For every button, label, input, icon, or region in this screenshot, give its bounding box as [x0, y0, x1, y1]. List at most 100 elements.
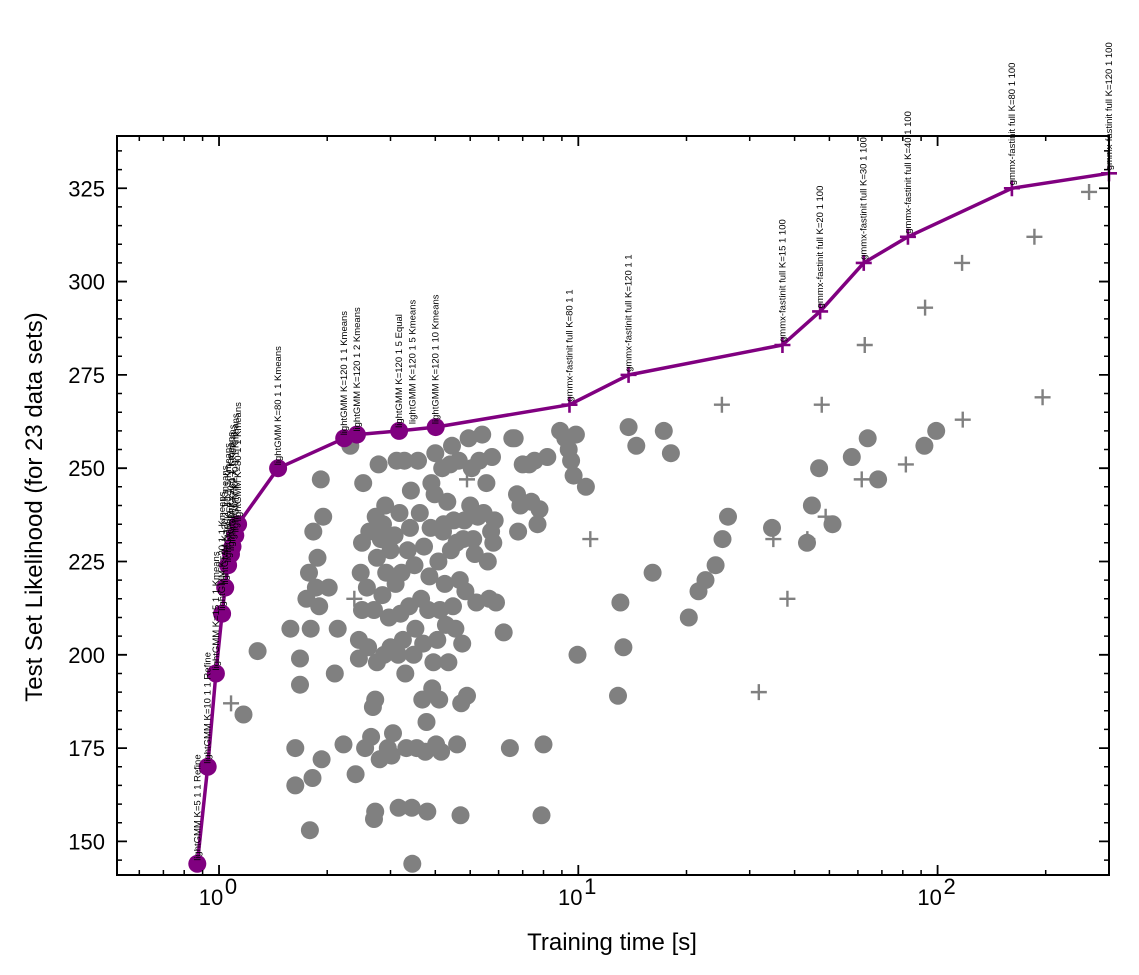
scatter-plus-point	[223, 695, 240, 712]
scatter-point	[611, 593, 630, 612]
scatter-point	[420, 567, 439, 586]
scatter-point	[308, 548, 327, 567]
point-annotation: lightGMM K=120 1 5 Equal	[394, 314, 405, 428]
scatter-point	[927, 421, 946, 440]
x-tick-exponent: 2	[943, 874, 955, 899]
point-annotation: lightGMM K=120 1 10 Kmeans	[431, 294, 442, 424]
scatter-point	[312, 750, 331, 769]
y-tick-label: 250	[68, 456, 105, 481]
scatter-point	[357, 578, 376, 597]
frontier-point	[269, 459, 288, 478]
scatter-point	[414, 634, 433, 653]
point-annotation: gmmx-fastinit full K=30 1 100	[859, 137, 870, 260]
y-tick-label: 200	[68, 643, 105, 668]
scatter-plus-point	[813, 396, 830, 413]
frontier-plus-point	[899, 228, 916, 245]
scatter-point	[248, 642, 267, 661]
scatter-point	[234, 705, 253, 724]
x-minor-ticks	[138, 136, 1110, 875]
scatter-point	[390, 504, 409, 522]
scatter-point	[483, 448, 501, 466]
y-tick-label: 150	[68, 829, 105, 854]
scatter-point	[568, 645, 587, 664]
scatter-point	[478, 552, 497, 571]
frontier-point	[347, 425, 366, 444]
scatter-point	[384, 724, 402, 743]
scatter-plus-point	[713, 396, 730, 413]
scatter-point	[319, 578, 338, 597]
scatter-point	[401, 518, 419, 537]
scatter-plus-point	[582, 531, 599, 548]
scatter-point	[376, 496, 395, 515]
point-annotation: lightGMM K=120 1 1 Kmeans	[339, 311, 350, 436]
scatter-plus-point	[1034, 389, 1051, 406]
scatter-point	[346, 765, 365, 784]
scatter-point	[415, 537, 433, 556]
point-annotation: gmmx-fastinit full K=40 1 100	[903, 111, 914, 234]
scatter-plus-point	[853, 471, 870, 488]
x-tick-exponent: 0	[225, 874, 237, 899]
y-tick-label: 175	[68, 736, 105, 761]
frontier-point	[426, 418, 445, 437]
point-annotation: lightGMM K=60 1 1 Kmeans	[228, 424, 239, 543]
scatter-point	[451, 806, 470, 825]
scatter-point	[869, 470, 888, 489]
scatter-point	[477, 474, 496, 493]
scatter-point	[443, 436, 461, 455]
x-axis-label: Training time [s]	[527, 929, 697, 956]
scatter-point	[392, 563, 411, 582]
y-axis-label: Test Set Likelihood (for 23 data sets)	[21, 312, 48, 702]
scatter-point	[385, 526, 404, 545]
scatter-point	[381, 541, 400, 560]
point-annotation: lightGMM K=120 1 2 Kmeans	[352, 307, 363, 432]
scatter-point	[374, 515, 392, 534]
frontier-plus-point	[774, 337, 791, 354]
scatter-point	[696, 571, 715, 590]
scatter-plus-point	[917, 299, 934, 316]
scatter-point	[398, 541, 417, 560]
scatter-point	[810, 459, 829, 478]
point-annotation: lightGMM K=70 1 1 Kmeans	[230, 413, 241, 532]
scatter-point	[389, 645, 408, 664]
scatter-point	[304, 522, 323, 541]
scatter-plus-point	[954, 254, 971, 271]
scatter-point	[382, 746, 401, 765]
scatter-point	[823, 515, 842, 534]
scatter-point	[614, 638, 633, 657]
scatter-point	[485, 511, 504, 530]
scatter-point	[334, 735, 353, 754]
scatter-point	[418, 802, 437, 821]
scatter-point	[619, 418, 638, 437]
scatter-point	[366, 802, 385, 821]
scatter-point	[362, 727, 381, 746]
scatter-point	[281, 619, 300, 638]
scatter-point	[802, 496, 821, 515]
x-tick-exponent: 1	[584, 874, 596, 899]
scatter-point	[456, 582, 475, 601]
scatter-point	[484, 533, 503, 552]
point-annotation: lightGMM K=15 1 1 Kmeans	[211, 551, 222, 670]
point-annotation: lightGMM K=50 1 1 Kmeans	[226, 432, 237, 551]
y-tick-label: 325	[68, 176, 105, 201]
scatter-point	[453, 634, 472, 653]
scatter-point	[534, 735, 553, 754]
point-annotation: lightGMM K=120 1 5 Kmeans	[407, 299, 418, 424]
chart-marks	[223, 183, 1098, 873]
scatter-point	[562, 451, 581, 470]
scatter-point	[487, 593, 505, 612]
scatter-point	[719, 507, 737, 526]
scatter-point	[395, 451, 414, 470]
scatter-point	[435, 574, 454, 593]
scatter-point	[402, 798, 421, 817]
y-tick-label: 225	[68, 550, 105, 575]
x-tick-label: 10	[199, 885, 223, 910]
frontier-plus-point	[812, 303, 829, 320]
scatter-point	[286, 739, 305, 758]
scatter-plus-point	[750, 684, 767, 701]
frontier-plus-point	[855, 254, 872, 271]
scatter-point	[915, 436, 934, 455]
scatter-point	[424, 653, 443, 672]
scatter-point	[405, 556, 424, 575]
scatter-point	[566, 425, 585, 444]
frontier-point	[213, 604, 232, 623]
